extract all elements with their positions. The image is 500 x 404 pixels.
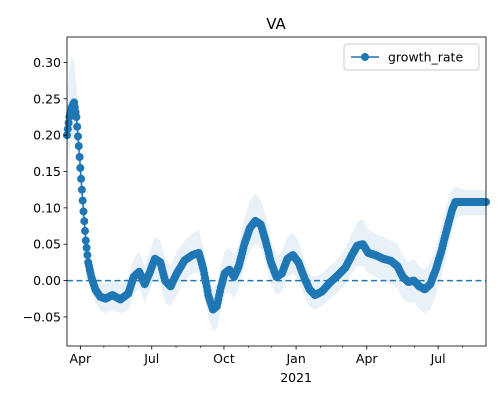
x-year-label: 2021: [280, 370, 312, 385]
data-point: [72, 113, 81, 121]
x-tick-label: Apr: [70, 351, 92, 366]
data-point: [79, 207, 88, 216]
axes-layer: −0.05 0.00 0.05 0.10 0.15 0.20 0.25 0.30 Apr Jul O…: [23, 36, 487, 385]
data-point: [78, 196, 87, 205]
x-tick-label: Jul: [430, 351, 446, 366]
data-point: [76, 163, 85, 172]
y-tick-label: 0.10: [33, 200, 61, 215]
y-tick-label: 0.15: [33, 164, 61, 179]
y-tick-label: 0.05: [33, 237, 61, 252]
data-point: [80, 217, 89, 226]
confidence-band: [67, 55, 486, 332]
y-tick-label: 0.25: [33, 91, 61, 106]
plot-frame: [66, 36, 487, 347]
y-tick-label: 0.30: [33, 55, 61, 70]
legend-box: [343, 43, 480, 71]
data-point: [81, 226, 89, 235]
data-point: [73, 122, 82, 131]
y-tick-label: 0.20: [33, 128, 61, 143]
legend: growth_rate: [343, 43, 480, 71]
data-point: [81, 236, 90, 245]
y-tick-label: 0.00: [33, 273, 61, 288]
chart-title: VA: [266, 15, 286, 33]
data-point: [63, 125, 72, 134]
series-markers-layer: [63, 98, 490, 314]
confidence-band-layer: [67, 55, 486, 332]
legend-marker-swatch: [361, 53, 369, 61]
data-point: [77, 174, 86, 183]
x-tick-label: Apr: [356, 351, 378, 366]
data-point: [77, 185, 86, 194]
x-tick-label: Jul: [143, 351, 159, 366]
data-point: [82, 243, 91, 252]
data-point: [83, 251, 92, 260]
data-point: [74, 132, 82, 141]
data-point: [75, 153, 84, 161]
data-point: [74, 142, 83, 151]
x-tick-label: Oct: [213, 351, 235, 366]
x-tick-label: Jan: [285, 351, 305, 366]
y-tick-label: −0.05: [23, 309, 61, 324]
legend-label: growth_rate: [388, 50, 463, 65]
